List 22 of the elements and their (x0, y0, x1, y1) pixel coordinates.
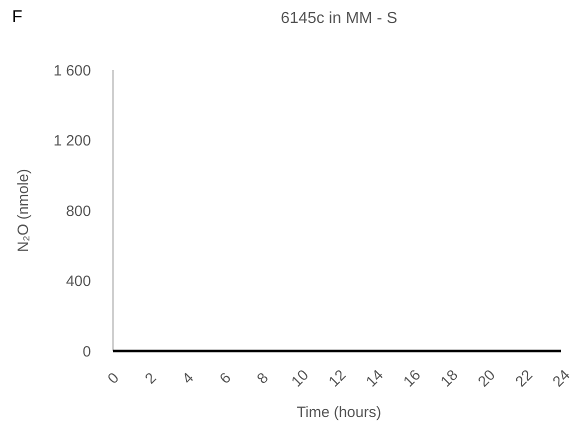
x-axis-title: Time (hours) (296, 404, 382, 421)
y-tick-label: 400 (66, 273, 91, 290)
x-tick-label: 6 (216, 370, 234, 388)
y-tick-label: 1 600 (53, 62, 91, 80)
y-tick-label: 1 200 (53, 132, 91, 150)
x-tick-label: 8 (254, 370, 272, 388)
y-tick-label: 0 (82, 343, 91, 360)
chart-title: 6145c in MM - S (280, 10, 398, 27)
x-tick-label: 18 (438, 366, 462, 390)
x-tick-label: 20 (474, 366, 499, 390)
x-tick-label: 10 (288, 366, 312, 390)
x-tick-label: 4 (179, 370, 198, 388)
y-tick-label: 800 (66, 202, 91, 220)
x-tick-label: 12 (326, 366, 350, 390)
x-tick-label: 16 (400, 366, 424, 390)
x-tick-label: 2 (142, 370, 160, 388)
x-tick-label: 24 (550, 366, 574, 390)
text: F (12, 7, 22, 26)
x-tick-label: 22 (512, 366, 536, 390)
x-tick-label: 14 (362, 366, 387, 390)
x-tick-label: 0 (104, 370, 122, 388)
y-axis-title: N₂O (nmole) (15, 168, 32, 252)
